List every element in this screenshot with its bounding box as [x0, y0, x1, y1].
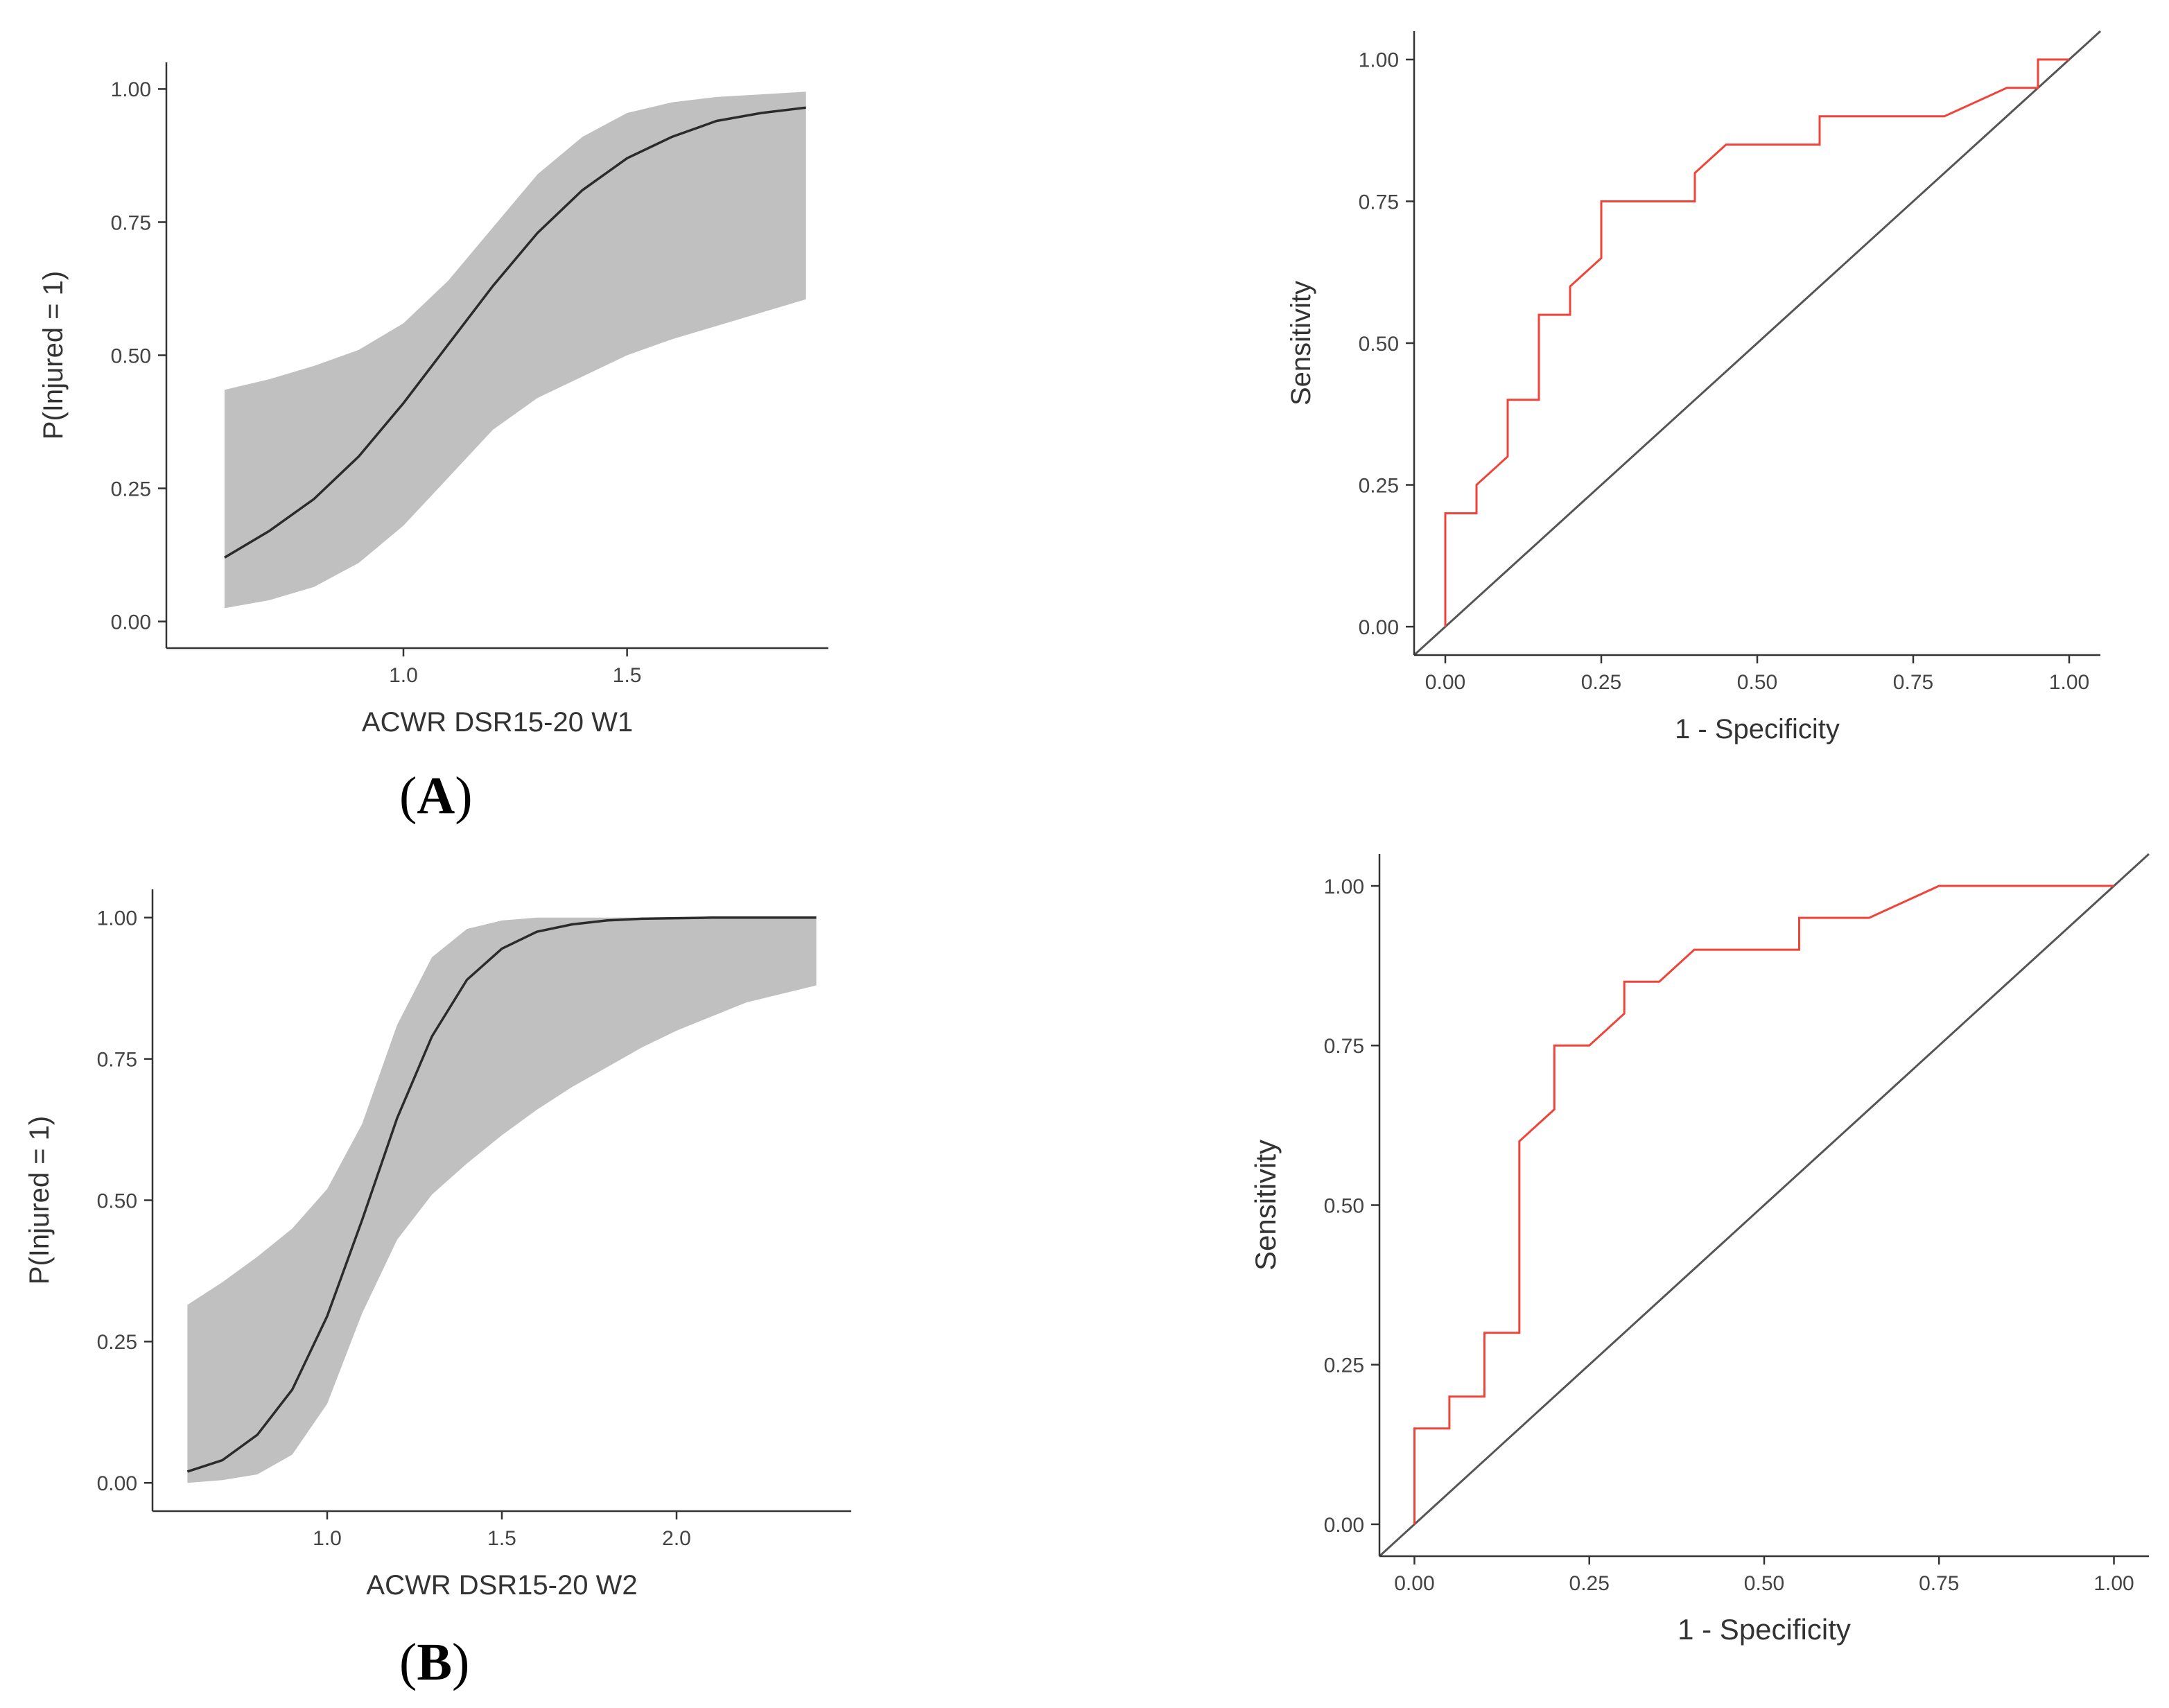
x-tick-label: 0.25 [1581, 671, 1621, 694]
chart-a-roc: 0.00 0.25 0.50 0.75 1.00 0.00 0.25 0.50 0.75 1.00… [1286, 30, 2102, 744]
y-axis-title: P(Injured = 1) [24, 1116, 55, 1284]
x-tick-label: 1.0 [313, 1527, 342, 1550]
x-tick-label: 1.5 [487, 1527, 516, 1550]
y-axis-title: Sensitivity [1249, 1140, 1282, 1271]
x-tick-label: 2.0 [662, 1527, 691, 1550]
panel-label-b: (B) [399, 1632, 469, 1693]
y-tick-label: 0.25 [97, 1331, 137, 1354]
x-tick-label: 0.75 [1919, 1572, 1959, 1595]
panel-label-a-letter: A [417, 767, 455, 825]
fitted-probability-line [224, 106, 806, 559]
chart-a-logistic: 0.00 0.25 0.50 0.75 1.00 1.0 1.5 ACWR DSR15-20 … [38, 62, 828, 738]
y-tick-label: 0.00 [1359, 616, 1399, 639]
y-tick-label: 0.25 [1324, 1354, 1364, 1377]
y-tick-label: 0.75 [97, 1048, 137, 1071]
x-tick-label: 0.00 [1425, 671, 1465, 694]
y-tick-label: 0.00 [97, 1472, 137, 1495]
x-tick-label: 1.5 [613, 664, 642, 687]
y-axis-title: P(Injured = 1) [38, 271, 69, 439]
y-tick-label: 0.75 [1359, 191, 1399, 214]
panel-label-a-open: ( [399, 767, 417, 825]
x-axis-title: ACWR DSR15-20 W2 [366, 1570, 637, 1601]
x-axis-title: 1 - Specificity [1675, 714, 1840, 744]
y-tick-label: 0.00 [1324, 1514, 1364, 1537]
x-axis-title: ACWR DSR15-20 W1 [362, 707, 633, 738]
fitted-probability-line [186, 916, 817, 1473]
y-tick-label: 0.75 [111, 211, 151, 234]
chart-b-logistic: 0.00 0.25 0.50 0.75 1.00 1.0 1.5 2.0 ACWR DSR15-… [24, 889, 851, 1601]
y-tick-label: 0.50 [1359, 333, 1399, 356]
y-tick-label: 0.50 [111, 345, 151, 367]
x-tick-label: 1.0 [389, 664, 418, 687]
y-tick-label: 0.50 [1324, 1194, 1364, 1217]
panel-label-a: (A) [399, 766, 473, 826]
y-tick-label: 0.75 [1324, 1035, 1364, 1058]
y-axis-title: Sensitivity [1286, 281, 1316, 406]
x-tick-label: 1.00 [2049, 671, 2089, 694]
x-tick-label: 1.00 [2093, 1572, 2134, 1595]
y-tick-label: 1.00 [1359, 49, 1399, 72]
y-tick-label: 0.25 [1359, 474, 1399, 497]
chart-b-roc: 0.00 0.25 0.50 0.75 1.00 0.00 0.25 0.50 0.75 1.00… [1249, 853, 2150, 1646]
panel-label-b-close: ) [452, 1633, 470, 1691]
confidence-band [224, 92, 806, 609]
reference-diagonal [1413, 30, 2102, 656]
roc-curve [1444, 58, 2069, 627]
y-tick-label: 1.00 [111, 78, 151, 101]
roc-curve [1413, 885, 2114, 1524]
reference-diagonal [1378, 853, 2150, 1558]
y-tick-label: 0.25 [111, 478, 151, 500]
x-tick-label: 0.50 [1744, 1572, 1784, 1595]
y-tick-label: 0.00 [111, 611, 151, 634]
panel-label-b-letter: B [417, 1633, 453, 1691]
y-tick-label: 1.00 [97, 907, 137, 930]
x-tick-label: 0.50 [1737, 671, 1777, 694]
panel-label-b-open: ( [399, 1633, 417, 1691]
x-tick-label: 0.00 [1394, 1572, 1434, 1595]
confidence-band [187, 917, 817, 1483]
y-tick-label: 1.00 [1324, 875, 1364, 898]
panel-label-a-close: ) [455, 767, 473, 825]
y-tick-label: 0.50 [97, 1190, 137, 1212]
x-axis-title: 1 - Specificity [1678, 1613, 1851, 1646]
x-tick-label: 0.75 [1893, 671, 1933, 694]
x-tick-label: 0.25 [1569, 1572, 1610, 1595]
